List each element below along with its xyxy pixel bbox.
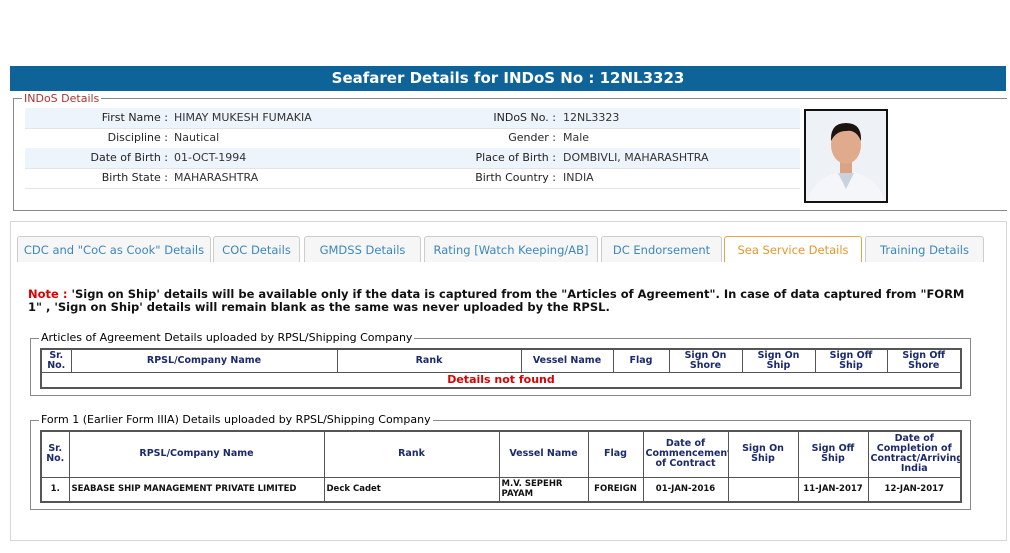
page-title: Seafarer Details for INDoS No : 12NL3323 xyxy=(10,66,1006,91)
field-label: Discipline : xyxy=(107,131,168,144)
data-cell: 01-JAN-2016 xyxy=(642,476,729,503)
field-value: MAHARASHTRA xyxy=(174,171,259,184)
note: Note : 'Sign on Ship' details will be av… xyxy=(28,288,978,314)
column-header: Sign On Ship xyxy=(727,430,799,478)
tab[interactable]: DC Endorsement xyxy=(601,236,722,262)
field-label: Place of Birth : xyxy=(475,151,556,164)
field-label: Birth State : xyxy=(101,171,168,184)
header-row: Sr. No. RPSL/Company Name Rank Vessel Name F… xyxy=(40,348,962,373)
indos-panel xyxy=(13,98,1007,211)
data-cell: 12-JAN-2017 xyxy=(867,476,962,503)
data-cell: 1. xyxy=(40,476,70,503)
tab-panel xyxy=(10,221,1007,541)
column-header: Sign Off Shore xyxy=(886,348,962,373)
column-header: Date of Commencement of Contract xyxy=(642,430,729,478)
indos-legend: INDoS Details xyxy=(22,92,102,105)
field-value: INDIA xyxy=(563,171,594,184)
data-row: 1. SEABASE SHIP MANAGEMENT PRIVATE LIMITE… xyxy=(40,476,962,503)
field-value: DOMBIVLI, MAHARASHTRA xyxy=(563,151,709,164)
field-value: HIMAY MUKESH FUMAKIA xyxy=(174,111,312,124)
column-header: Flag xyxy=(612,348,670,373)
column-header: Sr. No. xyxy=(40,430,70,478)
note-label: Note : xyxy=(28,287,68,301)
column-header: Sign On Ship xyxy=(741,348,816,373)
field-value: 01-OCT-1994 xyxy=(174,151,247,164)
column-header: Sign On Shore xyxy=(668,348,743,373)
column-header: Rank xyxy=(336,348,522,373)
form1-table: Sr. No. RPSL/Company Name Rank Vessel Name F… xyxy=(40,430,962,503)
not-found-message: Details not found xyxy=(40,371,962,389)
form1-legend: Form 1 (Earlier Form IIIA) Details uploa… xyxy=(39,413,433,426)
info-row: Birth State : MAHARASHTRA Birth Country : I… xyxy=(25,168,800,189)
data-cell: FOREIGN xyxy=(587,476,644,503)
data-cell: Deck Cadet xyxy=(323,476,500,503)
tab[interactable]: Rating [Watch Keeping/AB] xyxy=(424,236,598,262)
note-text: 'Sign on Ship' details will be available… xyxy=(28,287,965,314)
photo xyxy=(804,109,888,203)
field-label: Date of Birth : xyxy=(90,151,169,164)
tab[interactable]: CDC and "CoC as Cook" Details xyxy=(17,236,211,262)
header-row: Sr. No. RPSL/Company Name Rank Vessel Name F… xyxy=(40,430,962,478)
column-header: Vessel Name xyxy=(520,348,614,373)
column-header: Date of Completion of Contract/Arriving … xyxy=(867,430,962,478)
data-cell xyxy=(727,476,799,503)
field-value: Male xyxy=(563,131,590,144)
field-label: INDoS No. : xyxy=(493,111,556,124)
column-header: Sr. No. xyxy=(40,348,72,373)
info-row: First Name : HIMAY MUKESH FUMAKIA INDoS No… xyxy=(25,108,800,129)
data-cell: M.V. SEPEHR PAYAM xyxy=(498,476,589,503)
column-header: Rank xyxy=(323,430,500,478)
form1-panel xyxy=(30,420,971,510)
info-row: Discipline : Nautical Gender : Male xyxy=(25,128,800,149)
column-header: RPSL/Company Name xyxy=(68,430,325,478)
column-header: Flag xyxy=(587,430,644,478)
field-value: 12NL3323 xyxy=(563,111,620,124)
field-value: Nautical xyxy=(174,131,220,144)
articles-panel xyxy=(30,338,971,396)
field-label: Gender : xyxy=(508,131,556,144)
info-row: Date of Birth : 01-OCT-1994 Place of Birth… xyxy=(25,148,800,169)
tab[interactable]: GMDSS Details xyxy=(304,236,421,262)
data-cell: SEABASE SHIP MANAGEMENT PRIVATE LIMITED xyxy=(68,476,325,503)
articles-legend: Articles of Agreement Details uploaded b… xyxy=(39,331,415,344)
tab[interactable]: COC Details xyxy=(213,236,300,262)
column-header: Vessel Name xyxy=(498,430,589,478)
tab[interactable]: Training Details xyxy=(865,236,984,262)
column-header: RPSL/Company Name xyxy=(70,348,338,373)
tab[interactable]: Sea Service Details xyxy=(724,236,862,262)
column-header: Sign Off Ship xyxy=(814,348,888,373)
message-row: Details not found xyxy=(40,371,962,389)
data-cell: 11-JAN-2017 xyxy=(797,476,869,503)
column-header: Sign Off Ship xyxy=(797,430,869,478)
field-label: Birth Country : xyxy=(475,171,556,184)
field-label: First Name : xyxy=(101,111,168,124)
articles-table: Sr. No. RPSL/Company Name Rank Vessel Name F… xyxy=(40,348,962,389)
